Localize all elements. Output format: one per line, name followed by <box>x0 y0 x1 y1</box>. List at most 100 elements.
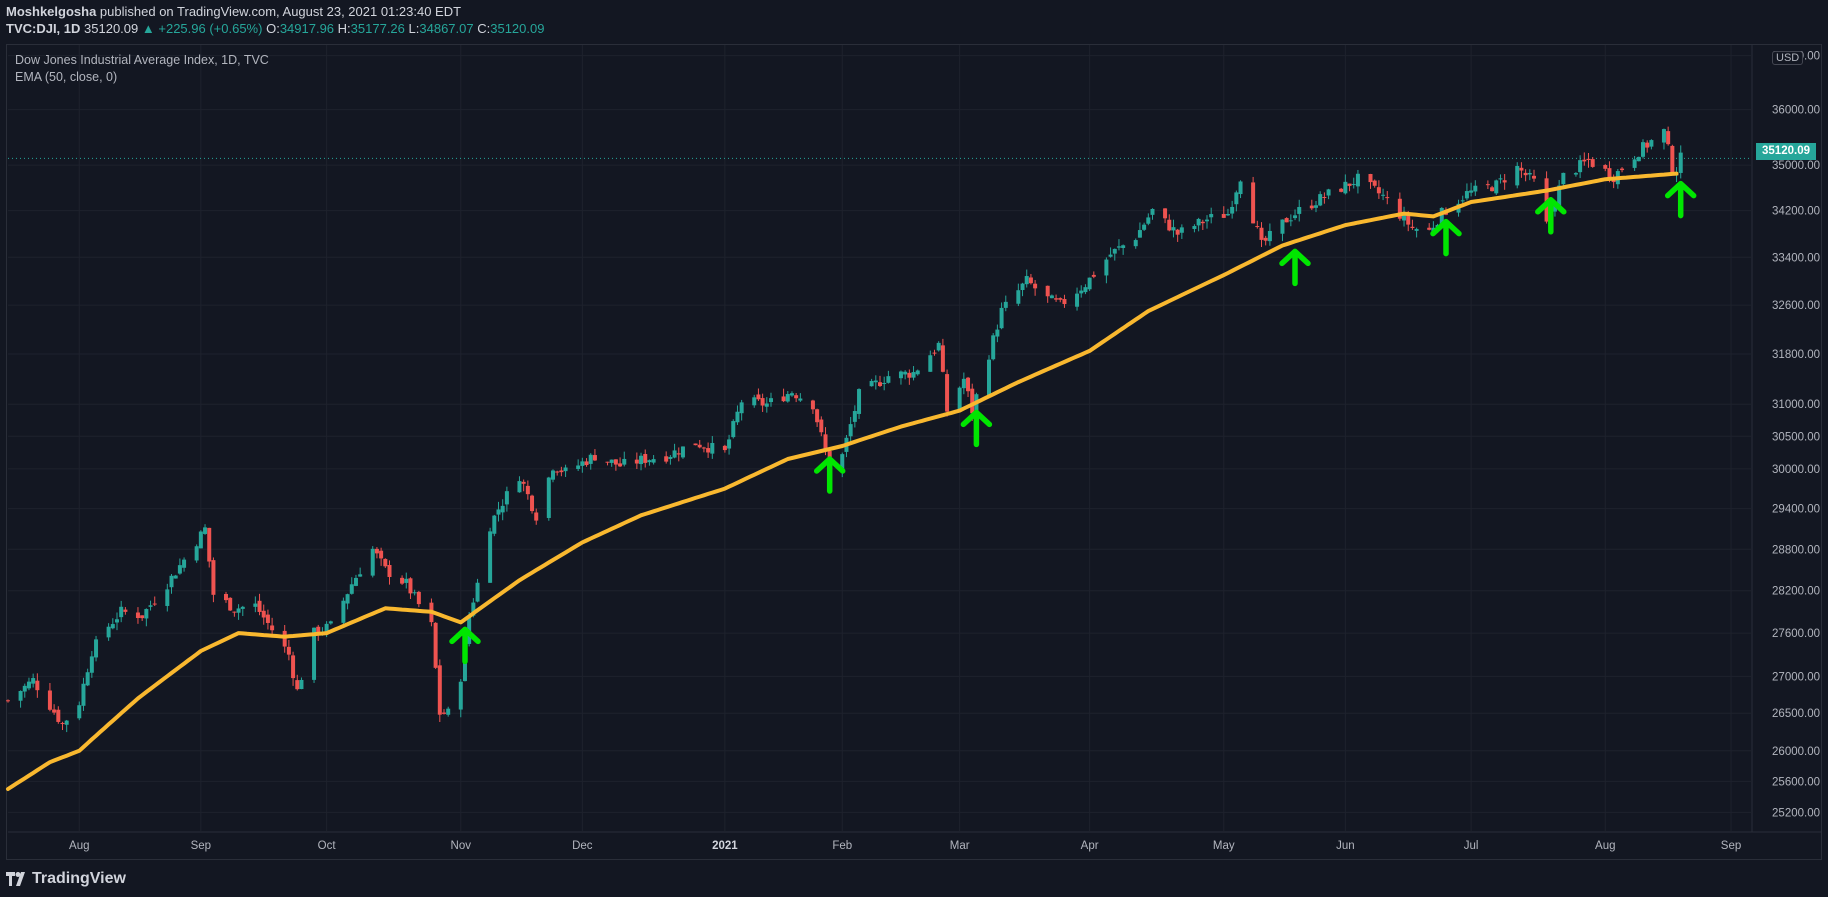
up-arrow-shape <box>1535 197 1567 235</box>
candle-body <box>404 578 409 583</box>
chart-frame[interactable] <box>6 44 1822 860</box>
candle-body <box>1225 214 1230 216</box>
candle-body <box>408 578 413 594</box>
candle-body <box>1045 285 1050 297</box>
candle-body <box>94 639 99 658</box>
candle-body <box>1175 229 1180 235</box>
candle-body <box>1028 277 1033 284</box>
y-tick-label: 26000.00 <box>1772 746 1820 758</box>
candle-body <box>798 398 803 401</box>
y-tick-label: 31800.00 <box>1772 349 1820 361</box>
ema-layer <box>6 171 1679 791</box>
candle-body <box>1171 227 1176 231</box>
candle-body <box>764 403 769 407</box>
candle-body <box>286 646 291 655</box>
candle-body <box>1552 205 1557 212</box>
candle-body <box>328 621 333 624</box>
y-tick-label: 34200.00 <box>1772 206 1820 218</box>
candle-body <box>1343 181 1348 194</box>
candle-body <box>1288 220 1293 222</box>
candle-body <box>265 614 270 623</box>
candle-body <box>1116 246 1121 248</box>
candle-body <box>1309 205 1314 209</box>
candle-body <box>857 389 862 414</box>
candle-body <box>693 443 698 446</box>
candle-body <box>1087 277 1092 290</box>
candle-body <box>1557 185 1562 208</box>
candle-body <box>760 398 765 406</box>
x-tick-label: Aug <box>1595 840 1615 852</box>
candle-body <box>970 388 975 414</box>
price-chart[interactable]: 25200.00 25600.00 26000.00 26500.00 27000.00… <box>0 0 1828 860</box>
candle-body <box>840 454 845 471</box>
candle-body <box>1255 226 1260 228</box>
candle-body <box>618 463 623 467</box>
candle-body <box>576 465 581 469</box>
candle-body <box>52 709 57 713</box>
candle-body <box>442 712 446 714</box>
up-arrow-shape <box>1279 248 1311 287</box>
high-value: 35177.26 <box>350 21 405 36</box>
candle-body <box>530 495 535 512</box>
y-tick-label: 32600.00 <box>1772 300 1820 312</box>
candle-body <box>207 527 212 562</box>
candle-body <box>735 411 740 423</box>
y-tick-label: 30000.00 <box>1772 464 1820 476</box>
candle-body <box>1049 295 1054 299</box>
candle-body <box>224 593 228 601</box>
currency-badge[interactable]: USD <box>1772 51 1804 65</box>
x-tick-label: Sep <box>191 840 211 852</box>
candle-body <box>651 459 656 463</box>
x-tick-label: Jun <box>1336 840 1355 852</box>
y-tick-label: 27000.00 <box>1772 671 1820 683</box>
candle-body <box>165 589 170 606</box>
candle-body <box>1636 156 1641 162</box>
candle-body <box>81 683 86 706</box>
author-name[interactable]: Moshkelgosha <box>6 4 97 19</box>
candle-body <box>1498 178 1503 180</box>
candle-body <box>270 625 275 631</box>
candle-body <box>110 624 115 629</box>
candle-body <box>1515 165 1520 186</box>
y-tick-label: 30500.00 <box>1772 431 1820 443</box>
candle-body <box>559 470 564 473</box>
candle-body <box>932 352 937 354</box>
candle-body <box>739 402 744 414</box>
candle-body <box>47 690 52 710</box>
x-tick-label: 2021 <box>712 840 738 852</box>
up-arrow-icon <box>1535 197 1567 235</box>
candle-body <box>672 450 677 458</box>
candle-body <box>882 383 887 385</box>
candle-body <box>1314 205 1318 208</box>
candle-body <box>203 527 208 534</box>
candle-body <box>1523 172 1528 176</box>
candle-body <box>1494 180 1499 194</box>
y-tick-label: 28800.00 <box>1772 544 1820 556</box>
candle-body <box>144 609 149 619</box>
arrow-layer <box>449 180 1697 665</box>
candle-body <box>1678 152 1683 173</box>
candle-body <box>437 665 442 715</box>
up-arrow-icon <box>449 626 481 665</box>
candle-body <box>1561 172 1566 185</box>
candle-body <box>1280 219 1285 234</box>
legend-indicator[interactable]: EMA (50, close, 0) <box>15 70 118 84</box>
candle-body <box>115 619 119 623</box>
candle-body <box>1573 173 1578 175</box>
y-tick-label: 33400.00 <box>1772 252 1820 264</box>
candle-body <box>781 396 786 402</box>
candle-body <box>1406 213 1411 225</box>
candle-body <box>1603 165 1608 169</box>
legend-title[interactable]: Dow Jones Industrial Average Index, 1D, … <box>15 53 269 67</box>
candle-body <box>727 439 732 449</box>
candle-body <box>1641 142 1645 157</box>
candle-body <box>299 679 304 690</box>
candle-body <box>1414 228 1419 231</box>
tradingview-logo[interactable]: TradingView <box>6 870 126 888</box>
x-tick-label: Dec <box>572 840 593 852</box>
x-tick-label: Sep <box>1721 840 1741 852</box>
candle-body <box>1150 208 1155 215</box>
candle-body <box>1368 173 1373 183</box>
x-tick-label: Oct <box>318 840 337 852</box>
up-arrow-shape <box>449 626 481 665</box>
